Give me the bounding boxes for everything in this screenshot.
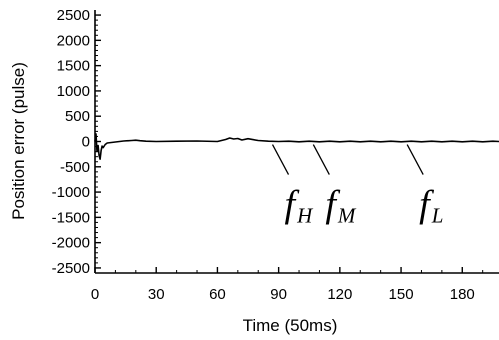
- y-tick-label: 2500: [57, 7, 90, 24]
- y-tick-label: -1000: [52, 184, 90, 201]
- y-tick-label: 0: [82, 134, 90, 151]
- x-tick-label: 120: [327, 286, 352, 303]
- x-tick-label: 30: [148, 286, 165, 303]
- series-layer: [94, 133, 499, 160]
- x-tick-label: 0: [91, 286, 99, 303]
- frequency-annotation: fH: [285, 184, 315, 228]
- x-axis-ticks: 0 30 60 90 120 150 180: [91, 267, 484, 303]
- x-axis-title: Time (50ms): [243, 316, 338, 335]
- y-axis-ticks: 2500 2000 1500 1000 500 0 -500 -1000 -1500 -2000 -…: [52, 7, 101, 277]
- y-tick-label: 1000: [57, 83, 90, 100]
- x-tick-label: 180: [450, 286, 475, 303]
- y-tick-label: -2500: [52, 260, 90, 277]
- frequency-annotation: fM: [325, 184, 357, 228]
- annotation-leader-line: [312, 144, 330, 175]
- y-tick-label: 2000: [57, 32, 90, 49]
- y-tick-label: -1500: [52, 209, 90, 226]
- position-error-line: [94, 133, 499, 160]
- y-axis-title: Position error (pulse): [9, 62, 28, 220]
- frequency-annotation: fL: [419, 184, 443, 228]
- annotation-leader-line: [406, 144, 424, 175]
- y-tick-label: 1500: [57, 58, 90, 75]
- y-tick-label: -2000: [52, 235, 90, 252]
- x-tick-label: 150: [389, 286, 414, 303]
- x-tick-label: 60: [209, 286, 226, 303]
- y-tick-label: 500: [65, 108, 90, 125]
- annotation-leader-line: [271, 144, 290, 175]
- annotation-layer: fH fM fL: [271, 144, 443, 228]
- y-tick-label: -500: [60, 159, 90, 176]
- x-tick-label: 90: [270, 286, 287, 303]
